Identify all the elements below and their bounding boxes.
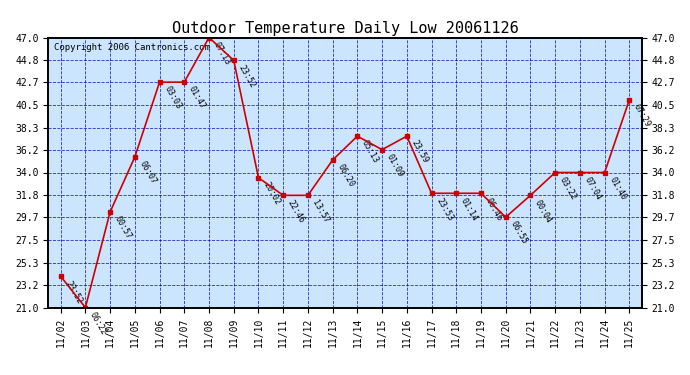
Text: 00:57: 00:57 xyxy=(113,215,133,241)
Text: 23:52: 23:52 xyxy=(63,279,83,305)
Text: 20:02: 20:02 xyxy=(262,180,282,207)
Text: 01:14: 01:14 xyxy=(459,196,480,222)
Text: 07:04: 07:04 xyxy=(582,175,603,201)
Text: 06:55: 06:55 xyxy=(509,220,529,246)
Text: 06:46: 06:46 xyxy=(484,196,504,222)
Text: 00:04: 00:04 xyxy=(533,198,553,224)
Text: 23:52: 23:52 xyxy=(237,63,257,89)
Text: 23:59: 23:59 xyxy=(410,139,430,165)
Text: 22:46: 22:46 xyxy=(286,198,306,224)
Text: 01:09: 01:09 xyxy=(385,152,405,178)
Text: 07:13: 07:13 xyxy=(212,40,232,66)
Text: 06:22: 06:22 xyxy=(88,310,108,336)
Text: 01:40: 01:40 xyxy=(607,175,628,201)
Text: 07:29: 07:29 xyxy=(632,103,653,129)
Text: Copyright 2006 Cantronics.com: Copyright 2006 Cantronics.com xyxy=(55,43,210,52)
Text: 05:13: 05:13 xyxy=(360,139,380,165)
Title: Outdoor Temperature Daily Low 20061126: Outdoor Temperature Daily Low 20061126 xyxy=(172,21,518,36)
Text: 23:53: 23:53 xyxy=(434,196,455,222)
Text: 01:47: 01:47 xyxy=(187,85,208,111)
Text: 06:07: 06:07 xyxy=(137,160,158,186)
Text: 06:20: 06:20 xyxy=(335,163,356,189)
Text: 13:57: 13:57 xyxy=(310,198,331,224)
Text: 03:03: 03:03 xyxy=(162,85,183,111)
Text: 03:22: 03:22 xyxy=(558,175,578,201)
